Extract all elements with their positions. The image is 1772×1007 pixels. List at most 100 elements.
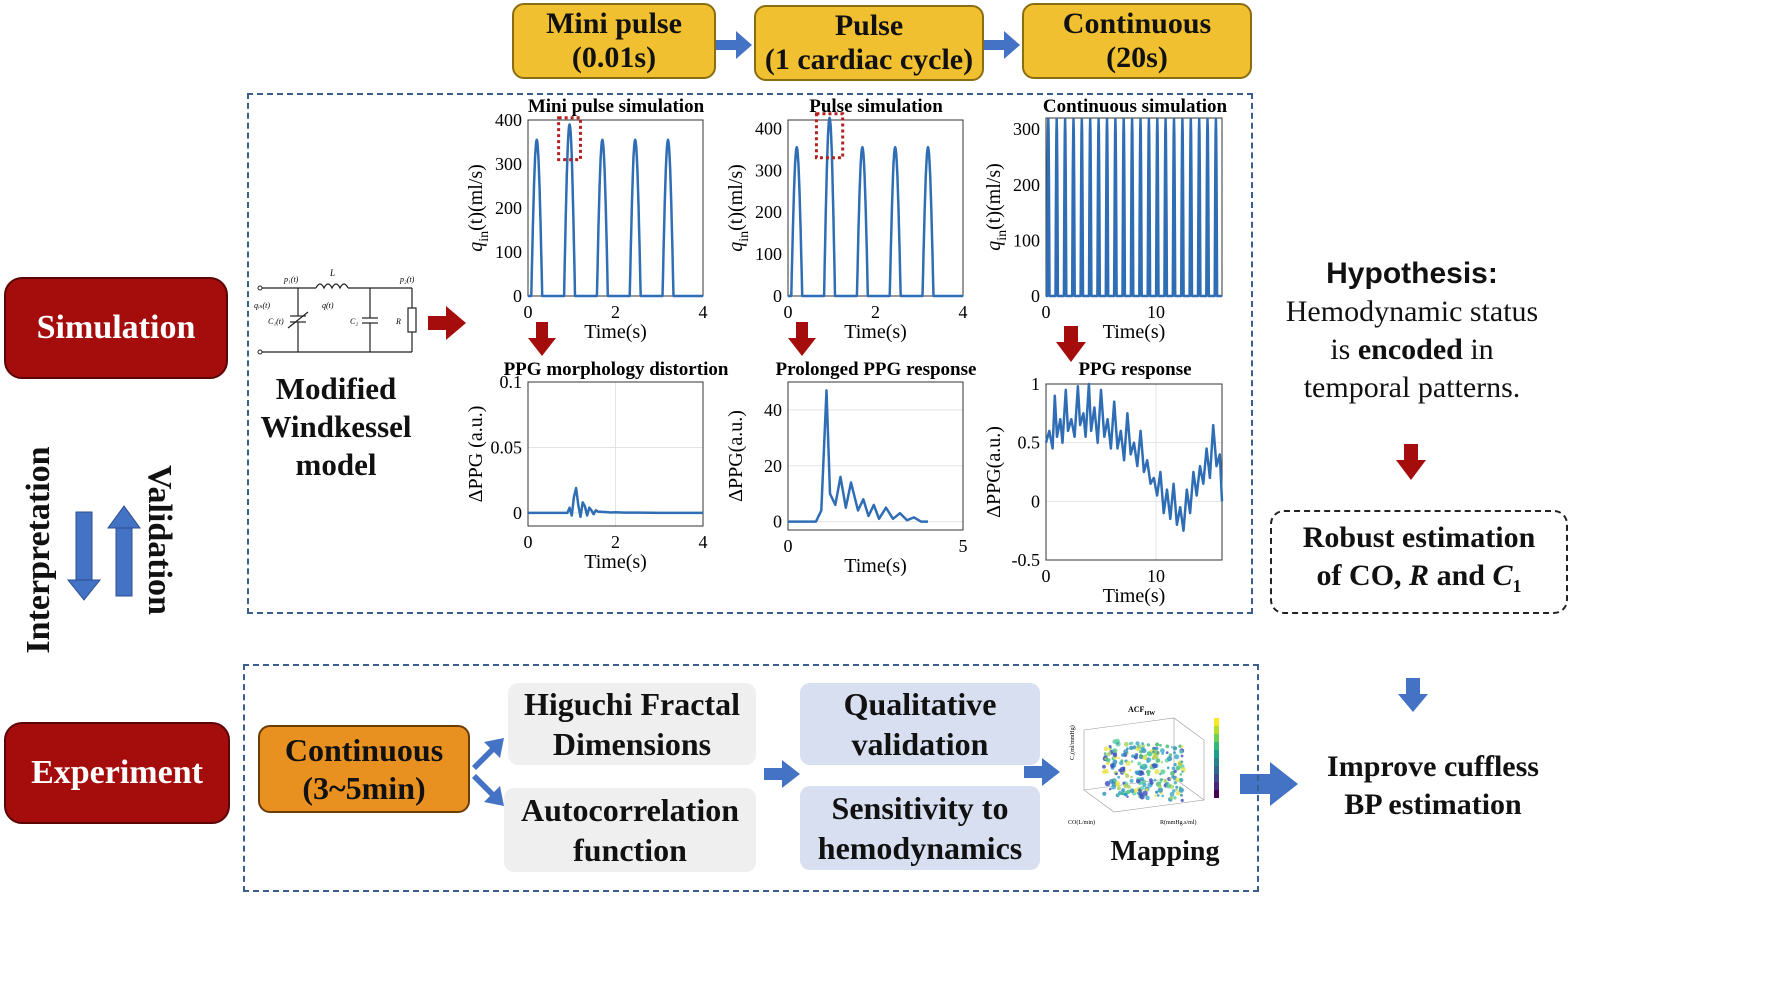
circuit-q: q(t) (322, 301, 334, 310)
mapping-xlabel: CO(L/min) (1068, 819, 1095, 826)
plot-title: Continuous simulation (1043, 96, 1228, 117)
scatter-point (1155, 758, 1161, 763)
improve-block: Improve cuffless BP estimation (1300, 748, 1566, 824)
x-tick-label: 4 (699, 532, 708, 552)
plot-title: Prolonged PPG response (776, 359, 977, 380)
colorbar (1214, 718, 1219, 798)
scatter-point (1145, 795, 1150, 801)
robust-line1: Robust estimation (1302, 521, 1536, 554)
model-label-line1: Modified (275, 371, 397, 406)
scatter-point (1179, 773, 1183, 776)
scatter-point (1135, 746, 1140, 752)
continuous-exp-label: Continuous (284, 732, 444, 768)
scatter-point (1134, 770, 1138, 774)
scatter-point (1108, 745, 1112, 748)
plot-frame (787, 381, 964, 531)
highlight-box (557, 116, 582, 162)
scatter-point (1173, 781, 1177, 785)
scatter-point (1142, 790, 1148, 796)
scatter-point (1173, 769, 1177, 773)
y-tick-label: 100 (1013, 230, 1040, 250)
scatter-point (1146, 743, 1151, 747)
scatter-point (1130, 741, 1134, 745)
scatter-point (1173, 751, 1176, 755)
scatter-point (1146, 757, 1152, 763)
scatter-point (1179, 750, 1183, 754)
scatter-point (1168, 753, 1173, 757)
plot-title: PPG morphology distortion (504, 359, 729, 380)
series-line (788, 389, 928, 523)
x-tick-label: 2 (611, 532, 620, 552)
scatter-point (1160, 769, 1166, 775)
scatter-point (1174, 754, 1180, 760)
red-arrow-down-2 (788, 322, 816, 356)
y-tick-label: 100 (495, 242, 522, 262)
series-line (528, 486, 703, 519)
improve-line1: Improve cuffless (1327, 750, 1539, 783)
x-tick-label: 2 (871, 302, 880, 322)
colorbar-segment (1214, 782, 1219, 790)
scatter-point (1155, 790, 1159, 794)
colorbar-segment (1214, 726, 1219, 734)
scatter-point (1130, 760, 1134, 763)
higuchi-line1: Higuchi Fractal (524, 686, 740, 722)
scatter-point (1122, 781, 1126, 785)
circuit-L: L (329, 268, 335, 278)
y-tick-label: 100 (755, 244, 782, 264)
scatter-point (1175, 777, 1180, 783)
exp-arrow-2 (1024, 758, 1060, 786)
scatter-point (1112, 739, 1117, 744)
plot-frame (527, 381, 704, 527)
scatter-point (1138, 791, 1143, 797)
mapping-scatter: ACFHW C₁(ml/mmHg) CO(L/min) R(mmHg.s/ml) (1068, 705, 1219, 826)
plot-title: Pulse simulation (809, 96, 943, 117)
circuit-p2: p₂(t) (399, 275, 415, 284)
scatter-point (1123, 749, 1129, 755)
y-tick-label: 300 (1013, 119, 1040, 139)
hypothesis-line2: is encoded in (1262, 331, 1562, 369)
simulation-frame (247, 93, 1253, 614)
x-axis-label: Time(s) (1103, 585, 1166, 607)
acf-box: Autocorrelation function (504, 788, 756, 872)
acf-line2: function (573, 832, 687, 868)
sensitivity-box: Sensitivity to hemodynamics (800, 786, 1040, 870)
scatter-point (1108, 751, 1112, 755)
scatter-point (1103, 746, 1109, 751)
hypothesis-line3: temporal patterns. (1303, 371, 1521, 404)
scatter-point (1178, 744, 1182, 748)
series-line (1045, 117, 1222, 298)
pulse-duration: (1 cardiac cycle) (764, 43, 974, 76)
scatter-point (1172, 789, 1176, 793)
scatter-point (1173, 777, 1176, 781)
windkessel-circuit: p₁(t) L p₂(t) qᵢₙ(t) C₁(t) q(t) C₂ R (254, 268, 417, 355)
scatter-point (1139, 770, 1144, 775)
scatter-point (1132, 745, 1137, 750)
mapping-title-sub: HW (1144, 711, 1155, 717)
colorbar-segment (1214, 758, 1219, 766)
scatter-point (1159, 743, 1162, 747)
scatter-point (1102, 769, 1107, 775)
split-arrow-down (472, 774, 504, 806)
scatter-point (1121, 753, 1125, 757)
scatter-point (1131, 754, 1135, 758)
scatter-point (1166, 766, 1170, 770)
scatter-point (1180, 798, 1184, 802)
robust-co: of CO, (1316, 559, 1410, 592)
scatter-point (1171, 766, 1176, 771)
scatter-point (1161, 794, 1164, 798)
y-tick-label: 0 (1031, 286, 1040, 306)
scatter-point (1108, 748, 1111, 751)
scatter-point (1112, 778, 1117, 783)
continuous-label: Continuous (1062, 7, 1212, 40)
x-tick-label: 0 (1042, 302, 1051, 322)
scatter-point (1140, 746, 1145, 751)
scatter-point (1160, 761, 1164, 764)
y-tick-label: 200 (495, 198, 522, 218)
scatter-point (1167, 756, 1173, 762)
scatter-point (1153, 753, 1159, 760)
scatter-point (1157, 787, 1164, 793)
scatter-point (1173, 796, 1177, 800)
qualitative-line1: Qualitative (843, 686, 997, 722)
scatter-point (1165, 744, 1170, 749)
